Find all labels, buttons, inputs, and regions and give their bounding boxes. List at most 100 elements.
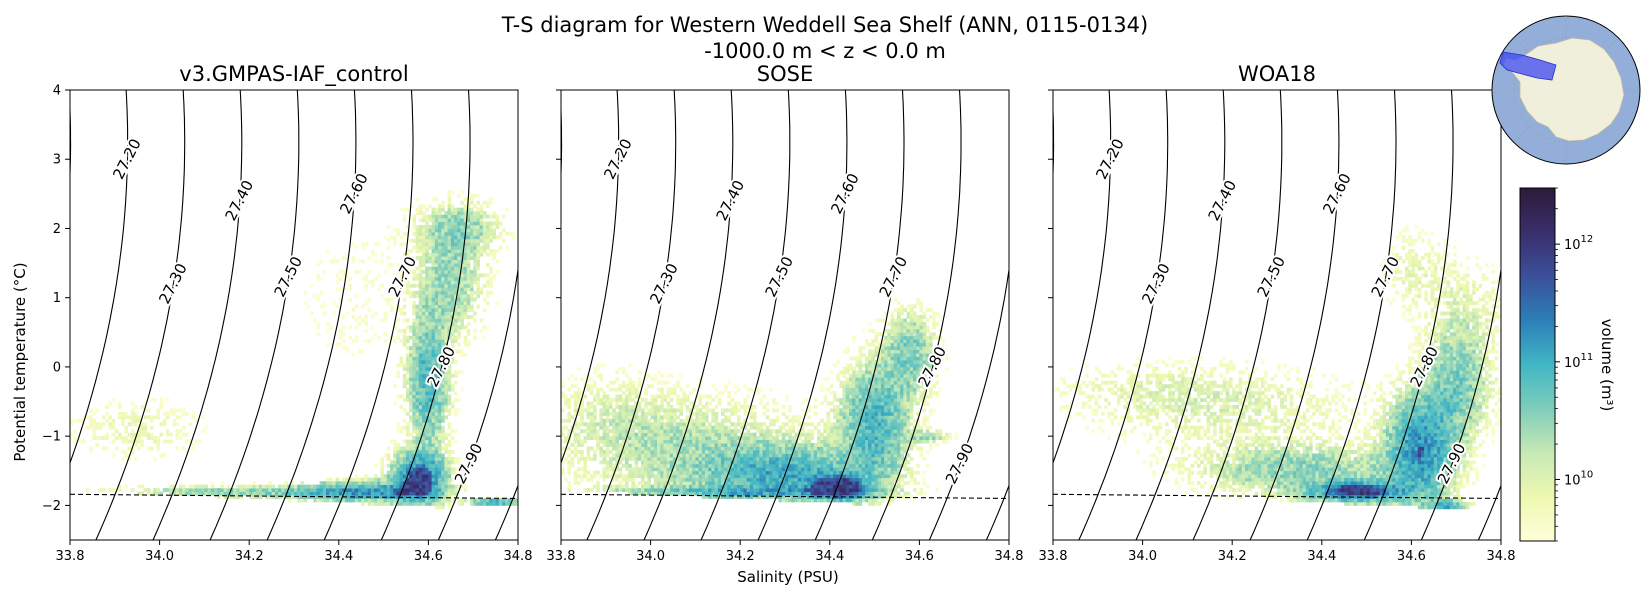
heatmap-cell bbox=[679, 439, 683, 444]
heatmap-cell bbox=[454, 321, 458, 326]
heatmap-cell bbox=[358, 498, 362, 503]
heatmap-cell bbox=[580, 405, 584, 409]
heatmap-cell bbox=[797, 463, 802, 468]
heatmap-cell bbox=[785, 394, 789, 399]
heatmap-cell bbox=[498, 245, 503, 250]
heatmap-cell bbox=[820, 488, 824, 492]
heatmap-cell bbox=[564, 418, 568, 423]
heatmap-cell bbox=[396, 488, 400, 492]
heatmap-cell bbox=[855, 356, 859, 361]
heatmap-cell bbox=[434, 252, 439, 257]
heatmap-cell bbox=[852, 422, 856, 427]
heatmap-cell bbox=[466, 263, 471, 267]
heatmap-cell bbox=[450, 218, 455, 222]
heatmap-cell bbox=[393, 456, 397, 461]
heatmap-cell bbox=[663, 446, 667, 451]
heatmap-cell bbox=[631, 474, 635, 479]
heatmap-cell bbox=[428, 266, 432, 271]
heatmap-cell bbox=[428, 332, 432, 337]
heatmap-cell bbox=[641, 481, 645, 486]
heatmap-cell bbox=[705, 495, 709, 499]
heatmap-cell bbox=[596, 436, 600, 441]
heatmap-cell bbox=[502, 498, 506, 503]
heatmap-cell bbox=[438, 349, 442, 354]
heatmap-cell bbox=[316, 498, 320, 503]
heatmap-cell bbox=[450, 204, 455, 209]
heatmap-cell bbox=[425, 394, 429, 399]
heatmap-cell bbox=[727, 460, 731, 465]
heatmap-cell bbox=[386, 245, 391, 250]
heatmap-cell bbox=[775, 488, 779, 492]
heatmap-cell bbox=[589, 391, 594, 396]
heatmap-cell bbox=[329, 498, 333, 503]
heatmap-cell bbox=[653, 456, 658, 461]
heatmap-cell bbox=[807, 436, 811, 441]
heatmap-cell bbox=[740, 439, 744, 444]
heatmap-cell bbox=[460, 463, 464, 468]
heatmap-cell bbox=[788, 481, 792, 486]
heatmap-cell bbox=[374, 491, 378, 496]
heatmap-cell bbox=[450, 401, 455, 406]
heatmap-cell bbox=[621, 450, 626, 454]
heatmap-cell bbox=[769, 470, 773, 475]
heatmap-cell bbox=[797, 460, 802, 465]
heatmap-cell bbox=[807, 432, 811, 437]
heatmap-cell bbox=[682, 429, 687, 434]
heatmap-cell bbox=[676, 450, 680, 454]
heatmap-cell bbox=[817, 477, 821, 482]
heatmap-cell bbox=[418, 456, 423, 461]
heatmap-cell bbox=[418, 391, 423, 396]
heatmap-cell bbox=[476, 231, 480, 236]
heatmap-cell bbox=[460, 304, 464, 309]
heatmap-cell bbox=[351, 488, 356, 492]
heatmap-cell bbox=[653, 484, 658, 489]
heatmap-cell bbox=[454, 370, 458, 375]
heatmap-cell bbox=[505, 245, 509, 250]
heatmap-cell bbox=[450, 259, 455, 264]
heatmap-cell bbox=[692, 481, 696, 486]
y-tick-label: 1 bbox=[53, 291, 61, 306]
heatmap-cell bbox=[788, 432, 792, 437]
heatmap-cell bbox=[708, 463, 712, 468]
heatmap-cell bbox=[444, 225, 448, 229]
heatmap-cell bbox=[788, 408, 792, 413]
heatmap-cell bbox=[599, 387, 603, 392]
heatmap-cell bbox=[842, 498, 847, 503]
heatmap-cell bbox=[396, 463, 400, 468]
heatmap-cell bbox=[319, 304, 324, 309]
heatmap-cell bbox=[409, 456, 413, 461]
heatmap-cell bbox=[599, 436, 603, 441]
heatmap-cell bbox=[849, 463, 853, 468]
heatmap-cell bbox=[338, 276, 343, 281]
heatmap-cell bbox=[596, 429, 600, 434]
heatmap-cell bbox=[415, 356, 420, 361]
heatmap-cell bbox=[698, 443, 703, 447]
heatmap-cell bbox=[685, 453, 690, 458]
heatmap-cell bbox=[689, 456, 693, 461]
heatmap-cell bbox=[412, 366, 416, 371]
heatmap-cell bbox=[406, 356, 410, 361]
heatmap-cell bbox=[849, 398, 853, 402]
heatmap-cell bbox=[428, 342, 432, 347]
heatmap-cell bbox=[621, 474, 626, 479]
heatmap-cell bbox=[393, 384, 397, 389]
heatmap-cell bbox=[457, 484, 461, 489]
heatmap-cell bbox=[625, 422, 629, 427]
heatmap-cell bbox=[666, 394, 671, 399]
heatmap-cell bbox=[842, 470, 847, 475]
heatmap-cell bbox=[175, 446, 180, 451]
heatmap-cell bbox=[447, 301, 452, 306]
heatmap-cell bbox=[358, 321, 362, 326]
heatmap-cell bbox=[492, 214, 496, 219]
heatmap-cell bbox=[810, 477, 815, 482]
heatmap-cell bbox=[348, 325, 352, 330]
heatmap-cell bbox=[634, 467, 639, 472]
heatmap-cell bbox=[316, 263, 320, 267]
heatmap-cell bbox=[415, 491, 420, 496]
heatmap-cell bbox=[698, 439, 703, 444]
heatmap-cell bbox=[685, 418, 690, 423]
heatmap-cell bbox=[450, 311, 455, 316]
heatmap-cell bbox=[586, 377, 591, 382]
heatmap-cell bbox=[332, 301, 336, 306]
heatmap-cell bbox=[740, 460, 744, 465]
